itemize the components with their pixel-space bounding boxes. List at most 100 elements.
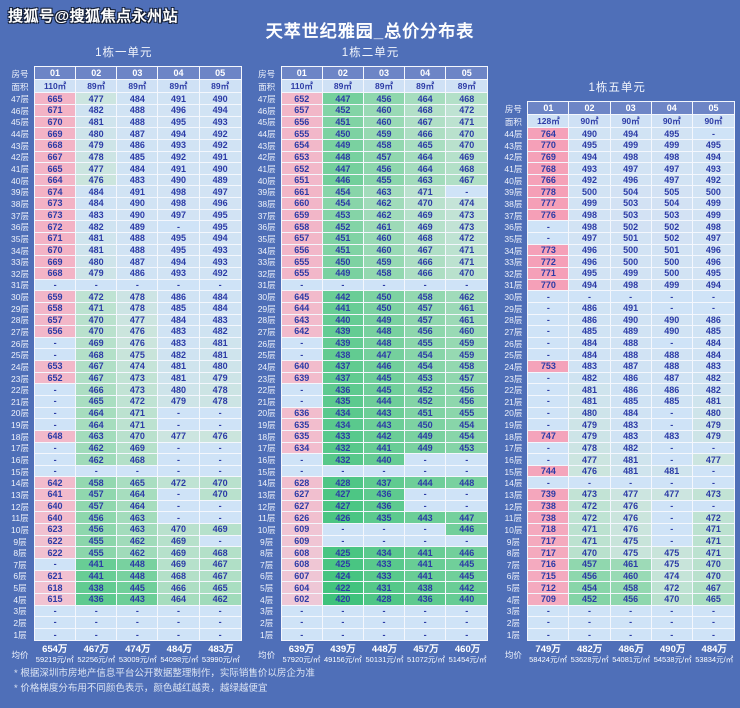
price-cell: - <box>405 465 447 478</box>
floor-label: 31层 <box>504 280 523 291</box>
price-cell: - <box>35 442 77 455</box>
price-cell: 464 <box>405 163 447 175</box>
price-cell: - <box>281 454 323 466</box>
price-cell: - <box>35 279 77 292</box>
price-cell: 494 <box>199 233 241 245</box>
price-cell: 428 <box>322 477 364 490</box>
price-cell: 470 <box>651 593 693 606</box>
price-cell: 433 <box>322 430 364 443</box>
price-cell: 496 <box>158 104 200 117</box>
price-cell: 497 <box>610 163 652 175</box>
price-cell: 499 <box>651 279 693 292</box>
price-cell: 475 <box>651 547 693 559</box>
price-cell: 495 <box>199 221 241 234</box>
floor-label: 3层 <box>506 606 520 617</box>
price-cell: - <box>692 128 735 140</box>
price-cell: 486 <box>692 314 735 327</box>
price-cell: 673 <box>35 198 77 210</box>
price-cell: 771 <box>528 267 570 280</box>
price-cell: 447 <box>363 349 406 362</box>
price-cell: - <box>281 628 323 641</box>
price-cell: 657 <box>281 104 323 117</box>
price-cell: 483 <box>569 361 611 373</box>
price-cell: 457 <box>363 151 406 164</box>
floor-label: 2层 <box>506 618 520 628</box>
price-cell: 480 <box>158 384 200 396</box>
floor-label: 6层 <box>13 571 27 582</box>
price-cell: 659 <box>281 209 323 222</box>
floor-label: 27层 <box>257 326 276 337</box>
price-cell: 456 <box>610 593 652 606</box>
price-cell: - <box>281 384 323 396</box>
price-cell: 476 <box>117 337 159 350</box>
price-cell: 456 <box>569 570 611 583</box>
floor-label: 38层 <box>504 198 523 209</box>
price-cell: 460 <box>363 244 406 257</box>
price-cell: - <box>281 349 323 362</box>
floor-label: 41层 <box>504 164 523 175</box>
area-header: 90㎡ <box>610 115 652 129</box>
price-cell: 493 <box>199 256 241 268</box>
room-number-header: 02 <box>322 67 364 81</box>
price-cell: 497 <box>569 233 611 245</box>
price-cell: 481 <box>651 465 693 478</box>
floor-label: 21层 <box>504 396 523 407</box>
average-total-price: 448万 <box>371 644 398 656</box>
price-cell: 495 <box>569 267 611 280</box>
price-cell: 456 <box>405 326 447 338</box>
floor-label: 18层 <box>257 431 276 442</box>
price-cell: 492 <box>199 139 241 152</box>
price-cell: 463 <box>363 186 406 199</box>
price-cell: 481 <box>76 244 118 257</box>
price-cell: 470 <box>199 477 241 490</box>
price-cell: 453 <box>446 442 488 455</box>
price-cell: 436 <box>76 593 118 606</box>
price-cell: 476 <box>610 500 652 513</box>
price-cell: 623 <box>35 524 77 536</box>
price-cell: 499 <box>610 139 652 152</box>
price-cell: 497 <box>158 209 200 222</box>
price-cell: 462 <box>76 454 118 466</box>
price-cell: - <box>528 314 570 327</box>
price-cell: 499 <box>692 209 735 222</box>
price-cell: 458 <box>76 477 118 490</box>
price-cell: - <box>35 628 77 641</box>
price-cell: 483 <box>692 361 735 373</box>
price-cell: 448 <box>446 477 488 490</box>
price-cell: - <box>199 605 241 618</box>
price-cell: 441 <box>363 442 406 455</box>
price-cell: 492 <box>199 267 241 280</box>
average-price: 439万 49156元/㎡ <box>322 644 364 666</box>
price-cell: 426 <box>322 512 364 525</box>
price-cell: 484 <box>569 337 611 350</box>
price-cell: 479 <box>692 430 735 443</box>
price-cell: 483 <box>76 209 118 222</box>
price-cell: 474 <box>117 361 159 373</box>
floor-label: 38层 <box>257 198 276 209</box>
price-cell: - <box>281 465 323 478</box>
price-cell: 433 <box>363 570 406 583</box>
floor-label: 20层 <box>504 408 523 419</box>
price-cell: 486 <box>569 314 611 327</box>
price-cell: 472 <box>446 104 488 117</box>
price-cell: 655 <box>281 267 323 280</box>
floor-label: 1层 <box>13 629 27 640</box>
price-cell: 487 <box>117 128 159 140</box>
price-cell: 481 <box>569 396 611 408</box>
average-price: 654万 59219元/㎡ <box>34 644 76 666</box>
price-cell: 668 <box>35 267 77 280</box>
floor-label: 26层 <box>504 338 523 349</box>
price-cell: 470 <box>76 314 118 327</box>
price-cell: 501 <box>651 244 693 257</box>
price-cell: 456 <box>446 384 488 396</box>
average-total-price: 460万 <box>454 644 481 656</box>
price-cell: 490 <box>651 314 693 327</box>
floor-label: 22层 <box>504 385 523 396</box>
price-cell: 488 <box>610 337 652 350</box>
price-cell: 434 <box>363 547 406 559</box>
price-cell: 484 <box>158 314 200 327</box>
price-cell: 462 <box>117 535 159 548</box>
price-cell: 499 <box>692 198 735 210</box>
price-cell: 462 <box>363 209 406 222</box>
floor-label: 17层 <box>257 443 276 454</box>
